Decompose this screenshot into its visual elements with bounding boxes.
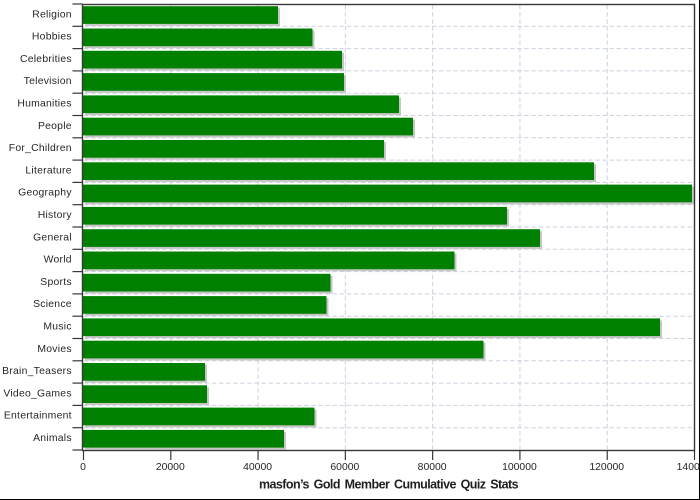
- svg-text:World: World: [44, 255, 72, 266]
- svg-text:Movies: Movies: [37, 344, 71, 355]
- svg-text:History: History: [38, 210, 73, 221]
- svg-text:120000: 120000: [589, 462, 624, 473]
- svg-text:Video_Games: Video_Games: [3, 388, 71, 399]
- svg-text:100000: 100000: [502, 462, 537, 473]
- svg-text:Celebrities: Celebrities: [20, 54, 72, 65]
- svg-text:Brain_Teasers: Brain_Teasers: [2, 366, 72, 377]
- svg-text:0: 0: [80, 462, 86, 473]
- svg-text:For_Children: For_Children: [9, 143, 72, 154]
- svg-text:Animals: Animals: [33, 433, 72, 444]
- svg-text:20000: 20000: [156, 462, 185, 473]
- svg-text:Religion: Religion: [32, 9, 72, 20]
- svg-text:People: People: [38, 121, 72, 132]
- svg-text:Literature: Literature: [25, 165, 71, 176]
- svg-text:Science: Science: [33, 299, 72, 310]
- svg-text:Geography: Geography: [18, 188, 72, 199]
- svg-text:masfon’s Gold Member Cumulativ: masfon’s Gold Member Cumulative Quiz Sta…: [259, 478, 519, 492]
- svg-text:60000: 60000: [330, 462, 359, 473]
- svg-text:Television: Television: [24, 76, 72, 87]
- svg-text:General: General: [33, 232, 72, 243]
- svg-text:Entertainment: Entertainment: [4, 411, 72, 422]
- svg-text:140000: 140000: [677, 462, 700, 473]
- svg-text:Hobbies: Hobbies: [32, 32, 72, 43]
- svg-text:Music: Music: [43, 321, 71, 332]
- svg-text:40000: 40000: [243, 462, 272, 473]
- svg-text:Sports: Sports: [40, 277, 72, 288]
- svg-text:80000: 80000: [418, 462, 447, 473]
- svg-text:Humanities: Humanities: [17, 98, 71, 109]
